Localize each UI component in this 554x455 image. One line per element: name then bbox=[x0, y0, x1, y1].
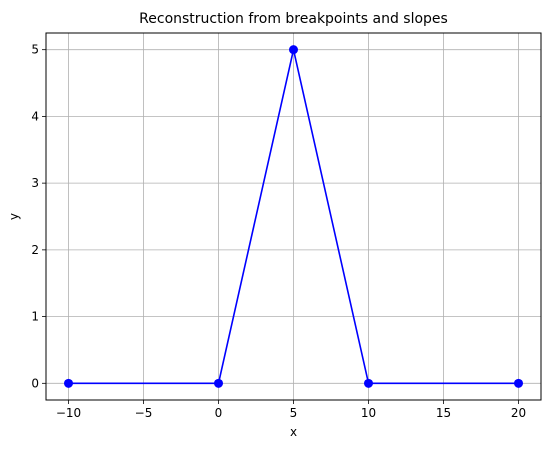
y-tick-label: 4 bbox=[31, 109, 39, 123]
data-point bbox=[64, 379, 73, 388]
y-tick-label: 3 bbox=[31, 176, 39, 190]
x-tick-label: 10 bbox=[361, 406, 376, 420]
x-tick-label: 0 bbox=[215, 406, 223, 420]
y-tick-label: 2 bbox=[31, 243, 39, 257]
x-tick-label: 15 bbox=[436, 406, 451, 420]
y-tick-label: 0 bbox=[31, 376, 39, 390]
data-point bbox=[214, 379, 223, 388]
x-axis-label: x bbox=[290, 425, 297, 439]
chart-title: Reconstruction from breakpoints and slop… bbox=[139, 11, 448, 27]
x-tick-label: −10 bbox=[56, 406, 81, 420]
x-tick-label: 20 bbox=[511, 406, 526, 420]
data-point bbox=[289, 45, 298, 54]
y-tick-label: 5 bbox=[31, 43, 39, 57]
y-tick-label: 1 bbox=[31, 310, 39, 324]
data-point bbox=[364, 379, 373, 388]
data-point bbox=[514, 379, 523, 388]
y-axis-label: y bbox=[7, 213, 21, 220]
x-tick-label: 5 bbox=[290, 406, 298, 420]
x-tick-label: −5 bbox=[135, 406, 153, 420]
